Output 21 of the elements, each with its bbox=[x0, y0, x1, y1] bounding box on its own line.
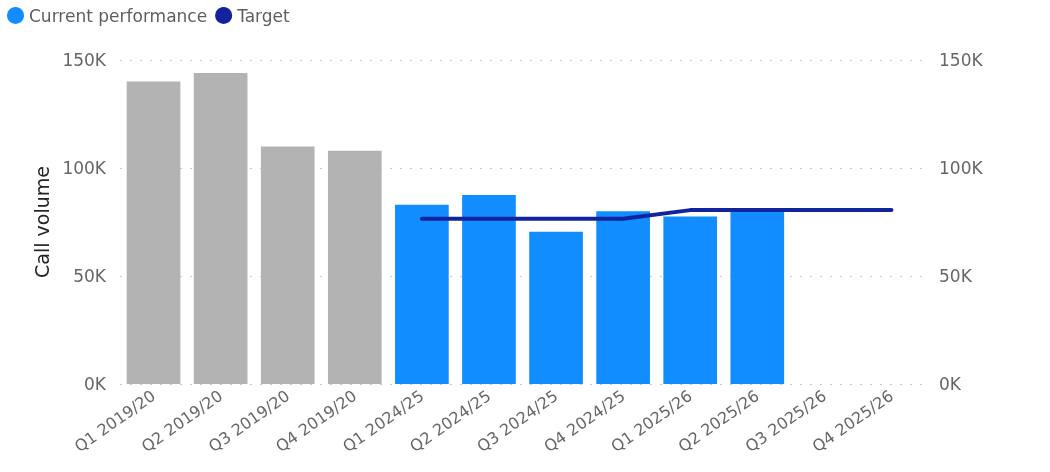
y-tick-label: 100K bbox=[62, 158, 107, 178]
y-tick-label: 150K bbox=[62, 50, 107, 70]
bar bbox=[193, 72, 248, 384]
y-axis-title: Call volume bbox=[31, 166, 53, 278]
legend-label: Current performance bbox=[29, 5, 208, 26]
bar bbox=[462, 195, 516, 384]
bar bbox=[395, 204, 449, 384]
y2-tick-label: 50K bbox=[939, 266, 973, 286]
bar bbox=[596, 211, 650, 384]
bar bbox=[260, 146, 315, 384]
y2-tick-label: 100K bbox=[939, 158, 984, 178]
bar bbox=[126, 81, 181, 384]
y2-tick-label: 150K bbox=[939, 50, 984, 70]
y2-tick-label: 0K bbox=[939, 374, 962, 394]
legend-label: Target bbox=[236, 5, 291, 26]
bar bbox=[663, 216, 718, 384]
y-tick-label: 50K bbox=[73, 266, 107, 286]
bar bbox=[529, 231, 583, 384]
y-tick-label: 0K bbox=[84, 374, 107, 394]
bar bbox=[327, 150, 382, 384]
bar bbox=[730, 211, 785, 384]
